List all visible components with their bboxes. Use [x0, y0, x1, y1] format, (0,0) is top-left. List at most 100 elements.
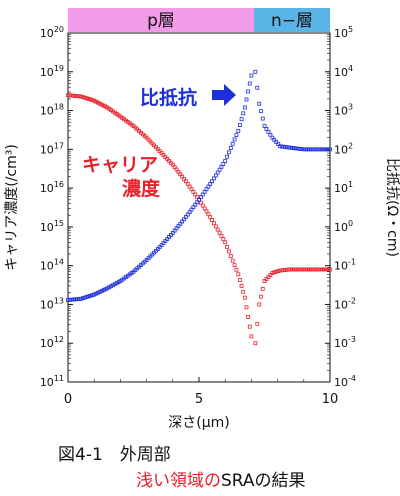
data-point-series-2 [257, 302, 262, 307]
data-point-series-3 [246, 89, 251, 94]
y-axis-label-left: キャリア濃度(/cm³) [4, 144, 20, 271]
right-tick-label-base: 10 [334, 221, 348, 234]
figure-caption: 図4-1 外周部 [58, 445, 171, 465]
data-point-series-4 [270, 135, 275, 140]
right-tick-label: 10-3 [334, 335, 356, 350]
data-point-series-1 [239, 284, 244, 288]
right-tick-label: 105 [334, 25, 353, 40]
right-tick-label-base: 10 [334, 105, 348, 118]
left-tick-label: 1015 [40, 219, 64, 234]
right-tick-label-exp: 2 [348, 141, 353, 150]
data-point-series-4 [268, 132, 273, 137]
data-point-series-4 [255, 85, 260, 90]
left-tick-label-exp: 11 [54, 374, 64, 383]
data-point-series-3 [223, 159, 228, 163]
data-point-series-1 [244, 305, 249, 310]
data-point-series-3 [241, 111, 246, 116]
right-tick-label-exp: -2 [348, 296, 356, 305]
data-point-series-4 [328, 147, 332, 152]
x-axis: 0 5 10 [64, 377, 338, 407]
left-tick-label: 1020 [40, 25, 64, 40]
right-tick-label: 103 [334, 103, 353, 118]
data-point-series-1 [227, 249, 231, 254]
left-tick-label: 1014 [40, 258, 64, 273]
right-tick-label-exp: 5 [348, 25, 353, 34]
left-tick-label-exp: 16 [54, 180, 64, 189]
data-point-series-1 [241, 289, 246, 294]
data-point-series-4 [266, 129, 271, 134]
data-point-series-2 [274, 269, 279, 274]
data-point-series-1 [212, 221, 216, 226]
data-point-series-3 [238, 123, 242, 127]
data-point-series-1 [247, 324, 252, 329]
left-tick-label-base: 10 [40, 66, 54, 79]
p-region-band [68, 8, 255, 32]
right-tick-label-exp: 4 [348, 64, 353, 73]
data-point-series-3 [247, 81, 252, 86]
data-point-series-2 [259, 294, 263, 299]
data-point-series-3 [239, 117, 244, 122]
n-region-band [254, 8, 330, 32]
x-tick-label: 5 [195, 392, 203, 407]
data-point-series-1 [234, 267, 239, 272]
carrier-annotation-line1: キャリア [82, 154, 158, 176]
left-tick-label-base: 10 [40, 337, 54, 350]
data-point-series-4 [264, 127, 269, 131]
x-tick-label: 10 [322, 392, 339, 407]
data-point-series-3 [236, 128, 241, 133]
data-point-series-1 [215, 227, 220, 232]
left-tick-label: 1012 [40, 335, 64, 350]
figure-subcaption: 浅い領域のSRAの結果 [136, 471, 306, 491]
data-point-series-3 [227, 150, 231, 155]
right-tick-label: 102 [334, 141, 353, 156]
plot-frame [67, 32, 331, 383]
data-point-series-4 [260, 116, 265, 121]
data-point-series-2 [272, 270, 277, 275]
data-point-series-1 [249, 334, 254, 339]
data-point-series-1 [228, 254, 233, 258]
data-point-series-2 [270, 271, 275, 275]
data-point-series-1 [225, 244, 229, 249]
data-point-series-3 [234, 133, 239, 138]
data-point-series-3 [228, 146, 233, 150]
data-point-series-2 [328, 267, 332, 272]
right-tick-label: 10-4 [334, 374, 356, 389]
left-tick-label-exp: 12 [54, 335, 64, 344]
right-tick-label: 10-1 [334, 258, 356, 273]
left-tick-label-exp: 20 [54, 25, 64, 34]
left-tick-label-exp: 15 [54, 219, 64, 228]
data-point-series-1 [238, 278, 242, 283]
right-tick-label-base: 10 [334, 27, 348, 40]
data-point-series-4 [276, 142, 281, 147]
left-tick-label-exp: 17 [54, 141, 64, 150]
data-point-series-2 [255, 321, 260, 326]
data-point-series-2 [262, 279, 267, 283]
right-tick-label: 101 [334, 180, 353, 195]
right-tick-label-exp: -4 [348, 374, 356, 383]
right-tick-label-base: 10 [334, 182, 348, 195]
y-axis-label-right: 比抵抗(Ω・cm) [384, 158, 400, 257]
left-tick-label: 1011 [40, 374, 64, 389]
data-point-series-3 [225, 154, 229, 159]
data-point-series-3 [249, 73, 254, 78]
data-point-series-4 [253, 69, 258, 74]
data-point-series-4 [274, 140, 279, 144]
data-point-series-1 [213, 224, 218, 229]
right-arrow-icon [212, 84, 236, 106]
right-tick-label: 104 [334, 64, 353, 79]
right-tick-label: 100 [334, 219, 353, 234]
resistivity-annotation: 比抵抗 [140, 86, 197, 109]
left-tick-label-base: 10 [40, 182, 54, 195]
data-point-series-3 [242, 105, 247, 110]
subcaption-black: SRAの結果 [221, 471, 306, 491]
left-tick-label-base: 10 [40, 298, 54, 311]
data-point-series-1 [232, 263, 237, 268]
left-tick-label: 1013 [40, 296, 64, 311]
right-tick-label-exp: 0 [348, 219, 353, 228]
right-tick-label-base: 10 [334, 298, 348, 311]
left-tick-label-base: 10 [40, 143, 54, 156]
data-point-series-3 [232, 137, 237, 142]
left-tick-label-exp: 19 [54, 64, 64, 73]
data-point-series-1 [242, 295, 247, 300]
